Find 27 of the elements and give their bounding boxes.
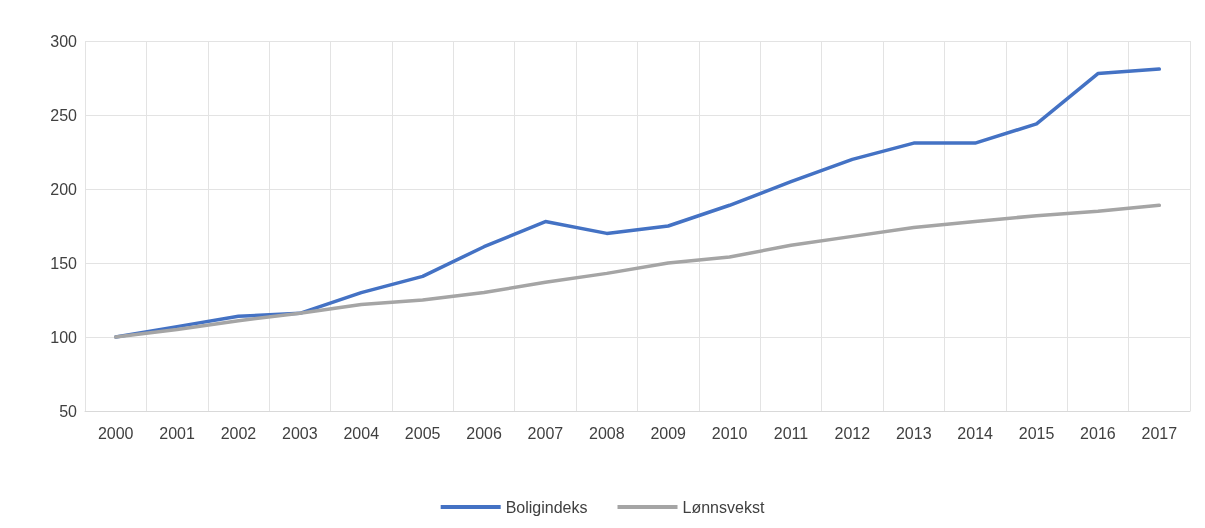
x-tick-label: 2011	[773, 424, 809, 442]
x-tick-label: 2002	[220, 424, 257, 442]
x-tick-label: 2010	[711, 424, 748, 442]
x-tick-label: 2015	[1018, 424, 1055, 442]
y-tick-label: 250	[50, 106, 78, 124]
x-tick-label: 2004	[343, 424, 380, 442]
x-tick-label: 2001	[159, 424, 195, 442]
y-tick-label: 300	[50, 32, 78, 50]
x-tick-label: 2012	[834, 424, 871, 442]
y-tick-label: 50	[59, 402, 78, 420]
x-tick-label: 2014	[957, 424, 994, 442]
x-tick-label: 2007	[527, 424, 564, 442]
x-tick-label: 2009	[650, 424, 687, 442]
y-tick-label: 200	[50, 180, 78, 198]
y-tick-label: 150	[50, 254, 78, 272]
x-tick-label: 2000	[97, 424, 134, 442]
y-tick-label: 100	[50, 328, 78, 346]
x-tick-label: 2008	[589, 424, 625, 442]
x-tick-label: 2003	[282, 424, 318, 442]
legend-label: Boligindeks	[505, 498, 588, 516]
x-tick-label: 2016	[1080, 424, 1116, 442]
line-series	[113, 203, 1162, 339]
x-tick-label: 2005	[404, 424, 441, 442]
x-tick-label: 2006	[466, 424, 502, 442]
legend-label: Lønnsvekst	[682, 498, 765, 516]
x-tick-label: 2017	[1141, 424, 1178, 442]
x-tick-label: 2013	[895, 424, 932, 442]
